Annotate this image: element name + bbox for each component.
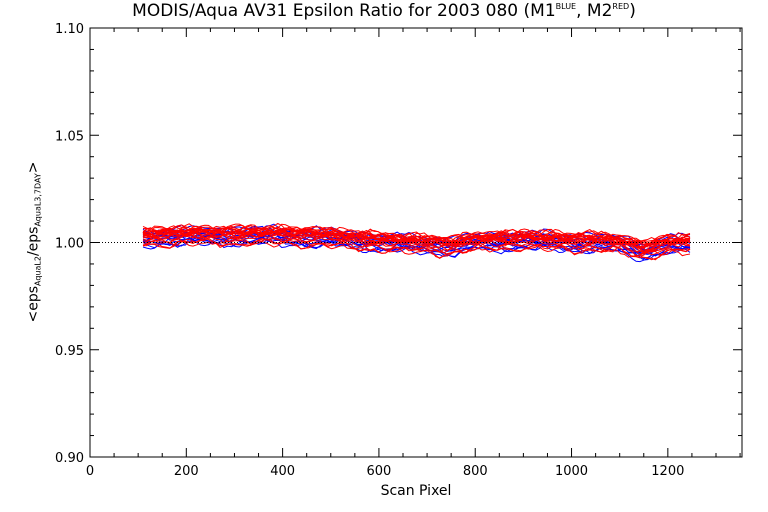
y-tick-label: 0.95 [55,344,84,359]
tick-labels: 0 200 400 600 800 1000 1200 0.90 0.95 1.00 1.05 1.1… [55,22,684,479]
x-tick-label: 800 [463,464,488,479]
y-tick-label: 1.10 [55,22,84,37]
x-tick-label: 0 [86,464,94,479]
y-tick-label: 1.05 [55,129,84,144]
x-tick-label: 1000 [555,464,588,479]
m2-series-line [142,223,691,246]
m2-series-line [142,229,691,253]
m1-series-line [142,237,691,263]
m2-series-line [142,226,691,249]
chart-title: MODIS/Aqua AV31 Epsilon Ratio for 2003 0… [132,1,636,21]
y-tick-label: 0.90 [55,451,84,466]
x-tick-label: 600 [367,464,392,479]
x-axis-label: Scan Pixel [380,483,452,499]
y-axis-label: <epsAquaL2/epsAquaL3,7DAY> [25,161,43,323]
m2-series-line [142,229,691,252]
x-tick-label: 200 [174,464,199,479]
m2-series-line [142,227,691,251]
m2-series-line [142,235,691,256]
series-lines [142,222,691,263]
x-tick-label: 1200 [651,464,684,479]
x-tick-label: 400 [270,464,295,479]
y-tick-label: 1.00 [55,237,84,252]
axis-ticks [89,27,742,458]
